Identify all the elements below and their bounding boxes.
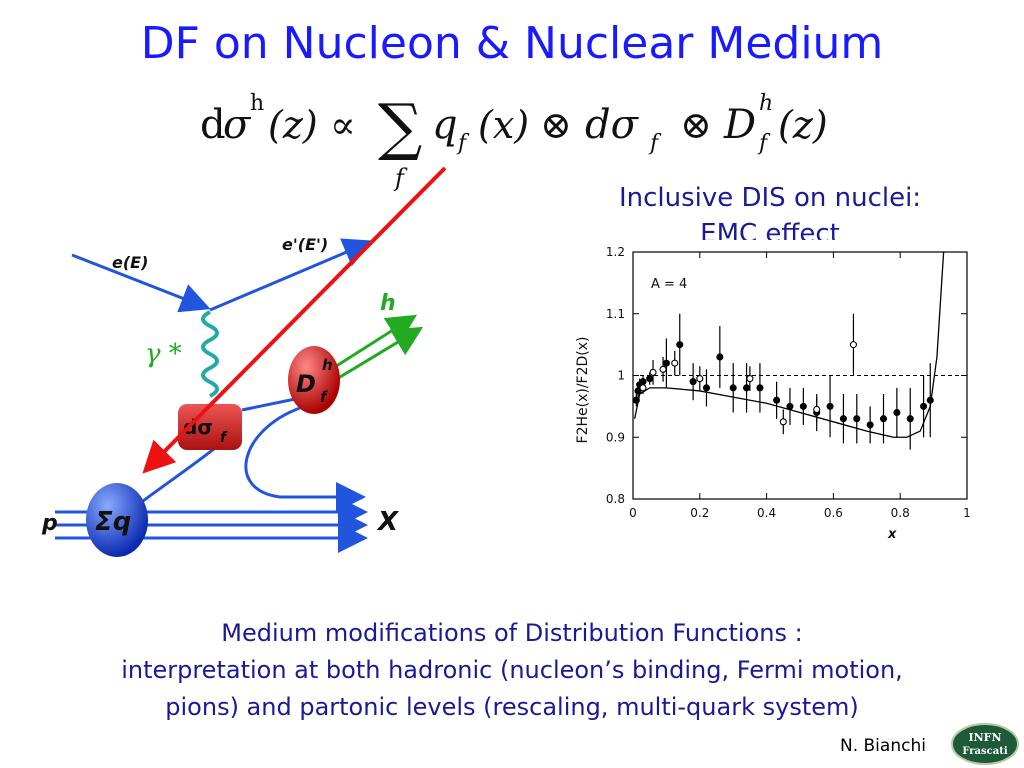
formula-D: D bbox=[723, 102, 756, 148]
quark-to-fragmentation-line bbox=[241, 396, 301, 412]
bottom-line-3: pions) and partonic levels (rescaling, m… bbox=[165, 693, 859, 721]
emc-effect-plot: 0.8 0.9 1 1.1 1.2 0 0.2 0.4 0.6 0.8 1 A = 4 x F2H… bbox=[555, 240, 985, 560]
logo-ellipse bbox=[951, 723, 1019, 765]
filled-data-point bbox=[716, 353, 724, 361]
filled-data-point bbox=[689, 378, 697, 386]
blob-sigma-q-label: Σq bbox=[95, 507, 131, 537]
open-data-point bbox=[696, 375, 704, 383]
cross-section-formula: d σ h (z) ∝ ∑ f q f (x) ⊗ dσ f ⊗ D h f (… bbox=[200, 90, 828, 192]
parton-distribution-blob bbox=[86, 483, 148, 557]
filled-data-point bbox=[646, 375, 654, 383]
virtual-photon-wave bbox=[201, 310, 219, 398]
x-tick-label: 0 bbox=[629, 506, 637, 520]
filled-data-point bbox=[879, 415, 888, 423]
filled-data-point bbox=[926, 396, 934, 404]
y-axis-label: F2He(x)/F2D(x) bbox=[575, 337, 591, 444]
bottom-line-1: Medium modifications of Distribution Fun… bbox=[221, 619, 803, 647]
formula-dsigma: dσ bbox=[585, 102, 640, 148]
formula-h-sup: h bbox=[250, 91, 264, 116]
label-hadron: h bbox=[380, 291, 396, 316]
formula-otimes-1: ⊗ bbox=[540, 103, 572, 147]
bottom-line-2: interpretation at both hadronic (nucleon… bbox=[121, 656, 903, 684]
filled-data-point bbox=[920, 402, 928, 410]
y-tick-label: 1.1 bbox=[606, 307, 625, 321]
filled-data-point bbox=[756, 384, 764, 392]
filled-data-point bbox=[853, 415, 861, 423]
slide-title: DF on Nucleon & Nuclear Medium bbox=[140, 18, 884, 69]
y-tick-label: 0.9 bbox=[606, 430, 625, 444]
formula-q: q bbox=[432, 102, 458, 148]
x-tick-label: 0.6 bbox=[824, 506, 843, 520]
formula-z-arg: (z) bbox=[268, 103, 318, 147]
blob-D-sub: f bbox=[320, 388, 329, 406]
filled-data-point bbox=[839, 415, 847, 423]
x-tick-label: 0.2 bbox=[690, 506, 709, 520]
open-data-point bbox=[813, 405, 821, 414]
plot-background bbox=[555, 240, 985, 560]
author-name: N. Bianchi bbox=[840, 736, 926, 756]
filled-data-point bbox=[786, 402, 794, 410]
infn-frascati-logo: INFN Frascati bbox=[951, 723, 1019, 765]
filled-data-point bbox=[743, 384, 751, 392]
formula-propto: ∝ bbox=[330, 103, 356, 147]
x-tick-label: 1 bbox=[963, 506, 971, 520]
formula-D-sub: f bbox=[757, 131, 771, 156]
filled-data-point bbox=[632, 396, 640, 404]
filled-data-point bbox=[893, 409, 901, 417]
open-data-point bbox=[649, 368, 657, 376]
formula-sigma: σ bbox=[223, 102, 252, 148]
y-tick-label: 1 bbox=[617, 369, 625, 383]
y-tick-label: 0.8 bbox=[606, 492, 625, 506]
bottom-description: Medium modifications of Distribution Fun… bbox=[20, 615, 1004, 726]
outgoing-electron-line bbox=[209, 238, 374, 312]
label-proton: p bbox=[41, 511, 58, 536]
filled-data-point bbox=[906, 415, 914, 423]
filled-data-point bbox=[773, 396, 781, 404]
logo-line-1: INFN bbox=[968, 731, 1001, 744]
label-photon: γ * bbox=[145, 339, 182, 369]
label-incoming-electron: e(E) bbox=[112, 253, 148, 272]
filled-data-point bbox=[799, 402, 807, 410]
formula-dsigma-sub: f bbox=[648, 131, 662, 156]
box-dsigma-sub: f bbox=[220, 430, 228, 446]
y-tick-label: 1.2 bbox=[606, 245, 625, 259]
dis-caption-line-1: Inclusive DIS on nuclei: bbox=[618, 183, 922, 213]
x-tick-label: 0.8 bbox=[891, 506, 910, 520]
hadron-line-1 bbox=[329, 314, 418, 372]
formula-d: d bbox=[200, 102, 226, 148]
blob-D-sup: h bbox=[322, 356, 333, 374]
filled-data-point bbox=[702, 384, 711, 392]
filled-data-point bbox=[662, 359, 670, 367]
open-data-point bbox=[659, 365, 667, 373]
filled-data-point bbox=[729, 384, 737, 392]
blob-D-label: D bbox=[296, 370, 316, 398]
logo-line-2: Frascati bbox=[962, 746, 1007, 757]
x-axis-label: x bbox=[887, 527, 897, 542]
remnant-line-upper bbox=[244, 406, 366, 512]
red-diagonal-arrow bbox=[142, 166, 447, 474]
open-data-point bbox=[849, 341, 857, 349]
hadron-line-2 bbox=[334, 326, 424, 382]
label-outgoing-electron: e'(E') bbox=[282, 235, 328, 254]
formula-x-arg: (x) bbox=[478, 103, 529, 147]
open-data-point bbox=[746, 375, 754, 383]
dis-caption: Inclusive DIS on nuclei: EMC effect bbox=[570, 180, 970, 252]
x-tick-label: 0.4 bbox=[757, 506, 776, 520]
filled-data-point bbox=[676, 341, 684, 349]
plot-annotation: A = 4 bbox=[651, 277, 687, 292]
filled-data-point bbox=[826, 402, 834, 410]
fragmentation-function-blob bbox=[288, 346, 340, 414]
formula-D-sup: h bbox=[759, 91, 773, 116]
formula-sum: ∑ bbox=[378, 90, 422, 163]
filled-data-point bbox=[866, 421, 874, 429]
formula-z-arg-2: (z) bbox=[778, 103, 828, 147]
partonic-cross-section-box bbox=[178, 404, 242, 450]
open-data-point bbox=[639, 384, 647, 392]
formula-otimes-2: ⊗ bbox=[680, 103, 712, 147]
label-remnant-X: X bbox=[376, 507, 400, 537]
incoming-electron-line bbox=[71, 253, 211, 313]
open-data-point bbox=[671, 359, 679, 367]
open-data-point bbox=[779, 418, 787, 426]
feynman-diagram: D h f dσ f Σq e(E) e'(E') γ * h p X bbox=[41, 166, 447, 557]
